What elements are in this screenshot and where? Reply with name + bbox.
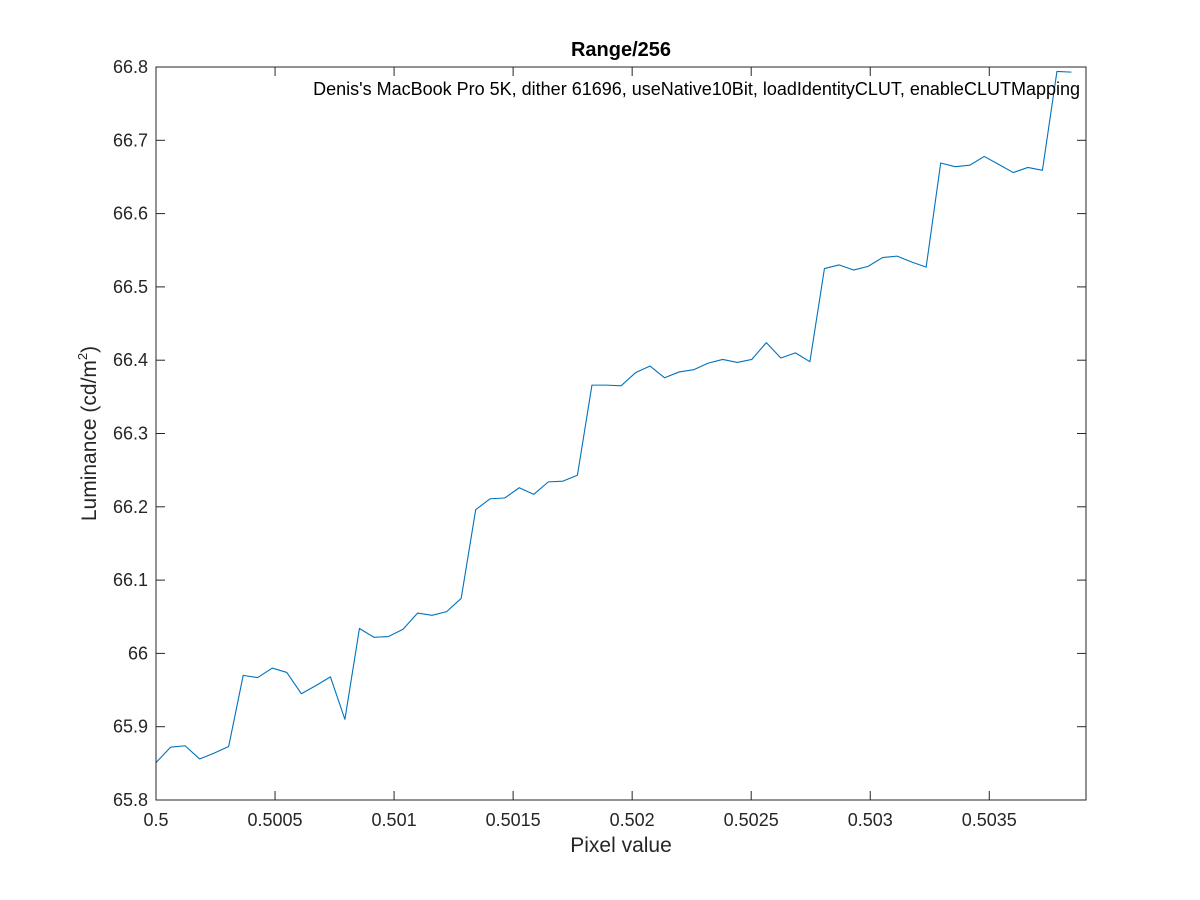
x-tick-label: 0.5: [143, 810, 168, 830]
x-tick-label: 0.5015: [486, 810, 541, 830]
x-tick-label: 0.501: [372, 810, 417, 830]
y-tick-label: 65.8: [113, 790, 148, 810]
chart-annotation: Denis's MacBook Pro 5K, dither 61696, us…: [313, 79, 1080, 99]
plot-area: [156, 67, 1086, 800]
ticks: [155, 66, 1086, 801]
chart-title: Range/256: [571, 39, 671, 61]
y-tick-labels: 65.8 65.9 66 66.1 66.2 66.3 66.4 66.5 66.6 66.7 66…: [113, 57, 148, 810]
series-line: [155, 70, 1072, 763]
x-tick-label: 0.502: [610, 810, 655, 830]
y-tick-label: 66.6: [113, 204, 148, 224]
y-tick-label: 66.7: [113, 130, 148, 150]
y-tick-label: 65.9: [113, 717, 148, 737]
x-tick-label: 0.5035: [962, 810, 1017, 830]
y-axis-label-text: Luminance (cd/m: [78, 360, 101, 521]
axes-box: [155, 66, 1087, 801]
x-tick-labels: 0.5 0.5005 0.501 0.5015 0.502 0.5025 0.503 0.50…: [143, 810, 1016, 830]
y-tick-label: 66.8: [113, 57, 148, 77]
x-tick-label: 0.5005: [248, 810, 303, 830]
x-axis-label: Pixel value: [570, 834, 672, 857]
y-tick-label: 66: [128, 643, 148, 663]
y-tick-label: 66.5: [113, 277, 148, 297]
x-tick-label: 0.5025: [724, 810, 779, 830]
y-tick-label: 66.2: [113, 497, 148, 517]
y-tick-label: 66.3: [113, 424, 148, 444]
y-tick-label: 66.4: [113, 350, 148, 370]
y-axis-label-suffix: ): [78, 346, 101, 353]
y-tick-label: 66.1: [113, 570, 148, 590]
y-axis-label-superscript: 2: [75, 353, 90, 360]
y-axis-label: Luminance (cd/m2): [75, 346, 101, 521]
x-tick-label: 0.503: [848, 810, 893, 830]
